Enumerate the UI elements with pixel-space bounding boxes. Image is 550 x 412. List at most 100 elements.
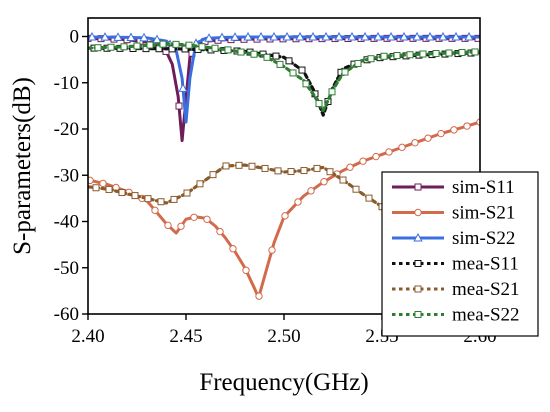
- legend-marker: [414, 208, 422, 217]
- marker-mea-s22: [341, 68, 349, 76]
- marker-sim-s22: [334, 31, 344, 41]
- marker-mea-s21: [365, 194, 373, 202]
- marker-sim-s22: [451, 31, 461, 41]
- marker-mea-s22: [133, 42, 141, 50]
- marker-mea-s22: [380, 52, 388, 60]
- marker-mea-s21: [209, 171, 217, 179]
- marker-sim-s21: [88, 176, 94, 185]
- legend-label: sim-S22: [452, 228, 515, 249]
- marker-mea-s22: [263, 53, 271, 61]
- marker-sim-s21: [216, 227, 224, 236]
- marker-sim-s21: [437, 129, 445, 138]
- marker-sim-s22: [243, 31, 253, 41]
- marker-mea-s21: [144, 195, 152, 203]
- legend-marker: [414, 183, 422, 191]
- series-mea-s21: [88, 161, 425, 225]
- marker-mea-s21: [352, 185, 360, 193]
- marker-mea-s22: [328, 88, 336, 96]
- marker-sim-s21: [164, 221, 172, 230]
- marker-mea-s22: [172, 40, 180, 48]
- marker-mea-s22: [146, 41, 154, 49]
- series-sim-s21: [88, 118, 480, 300]
- legend-label: mea-S22: [452, 305, 520, 326]
- marker-mea-s22: [198, 43, 206, 51]
- marker-sim-s22: [399, 31, 409, 41]
- marker-mea-s22: [289, 69, 297, 77]
- marker-sim-s22: [360, 31, 370, 41]
- marker-mea-s22: [315, 100, 323, 108]
- legend-entry-sim-s11: sim-S11: [392, 177, 515, 198]
- marker-mea-s21: [222, 162, 230, 170]
- y-tick-label: 0: [70, 27, 80, 48]
- marker-sim-s21: [255, 292, 263, 300]
- marker-sim-s22: [425, 31, 435, 41]
- marker-mea-s21: [170, 195, 178, 203]
- marker-mea-s21: [183, 189, 191, 197]
- marker-sim-s11: [175, 102, 183, 110]
- marker-mea-s22: [120, 43, 128, 51]
- marker-mea-s22: [419, 50, 427, 58]
- marker-mea-s11: [285, 57, 293, 65]
- series-sim-s22: [88, 31, 480, 124]
- marker-mea-s22: [211, 44, 219, 52]
- marker-mea-s11: [298, 66, 306, 74]
- marker-sim-s21: [203, 215, 211, 224]
- marker-sim-s21: [411, 139, 419, 147]
- marker-mea-s22: [107, 43, 115, 51]
- marker-mea-s22: [432, 49, 440, 57]
- marker-mea-s22: [159, 40, 167, 48]
- marker-sim-s21: [190, 213, 198, 221]
- marker-mea-s21: [105, 185, 113, 193]
- legend-marker: [414, 311, 422, 318]
- marker-sim-s21: [281, 212, 289, 220]
- legend-entry-sim-s22: sim-S22: [392, 228, 515, 249]
- marker-mea-s22: [458, 48, 466, 56]
- marker-mea-s22: [94, 44, 102, 52]
- marker-mea-s22: [250, 50, 258, 58]
- marker-mea-s22: [471, 48, 479, 56]
- marker-sim-s22: [113, 32, 123, 41]
- marker-mea-s21: [300, 167, 308, 175]
- marker-sim-s21: [242, 266, 250, 274]
- marker-sim-s21: [99, 179, 107, 188]
- marker-mea-s21: [196, 180, 204, 188]
- x-axis-label: Frequency(GHz): [199, 369, 368, 396]
- marker-mea-s21: [92, 184, 100, 192]
- marker-mea-s21: [118, 189, 126, 197]
- marker-sim-s21: [359, 157, 367, 165]
- marker-sim-s22: [386, 31, 396, 41]
- marker-sim-s22: [88, 31, 97, 41]
- marker-mea-s21: [313, 164, 321, 172]
- marker-sim-s21: [229, 245, 237, 253]
- marker-sim-s22: [373, 31, 383, 41]
- marker-sim-s21: [151, 206, 159, 215]
- marker-mea-s21: [248, 162, 256, 170]
- legend-box: [381, 171, 539, 337]
- legend-marker: [413, 232, 423, 242]
- marker-mea-s22: [354, 59, 362, 67]
- marker-mea-s21: [261, 164, 269, 172]
- legend-label: mea-S21: [452, 279, 520, 300]
- marker-mea-s22: [224, 46, 232, 54]
- marker-sim-s21: [346, 163, 354, 171]
- marker-mea-s21: [326, 168, 334, 176]
- y-axis-label: S-parameters(dB): [9, 77, 36, 255]
- y-tick-label: -20: [54, 119, 79, 140]
- y-tick-label: -60: [54, 304, 79, 325]
- series-mea-s22: [88, 40, 480, 113]
- marker-mea-s21: [157, 198, 165, 206]
- marker-sim-s21: [424, 134, 432, 142]
- x-tick-label: 2.50: [267, 326, 300, 347]
- marker-sim-s22: [282, 31, 292, 41]
- marker-sim-s21: [372, 152, 380, 161]
- marker-mea-s22: [302, 80, 310, 88]
- legend-marker: [414, 285, 422, 293]
- marker-sim-s21: [385, 148, 393, 156]
- marker-sim-s22: [412, 31, 422, 41]
- marker-mea-s22: [445, 49, 453, 57]
- marker-sim-s22: [295, 31, 305, 41]
- marker-mea-s11: [168, 45, 176, 53]
- legend: sim-S11 sim-S21 sim-S22 mea-S11 mea-S21 mea-S…: [381, 171, 539, 337]
- marker-sim-s22: [256, 31, 266, 41]
